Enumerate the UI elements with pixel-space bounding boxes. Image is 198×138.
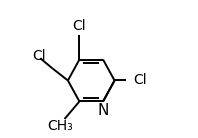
Text: Cl: Cl [133,74,147,87]
Text: Cl: Cl [33,49,46,63]
Text: Cl: Cl [73,19,86,33]
Text: CH₃: CH₃ [48,120,73,133]
Text: N: N [97,103,109,118]
